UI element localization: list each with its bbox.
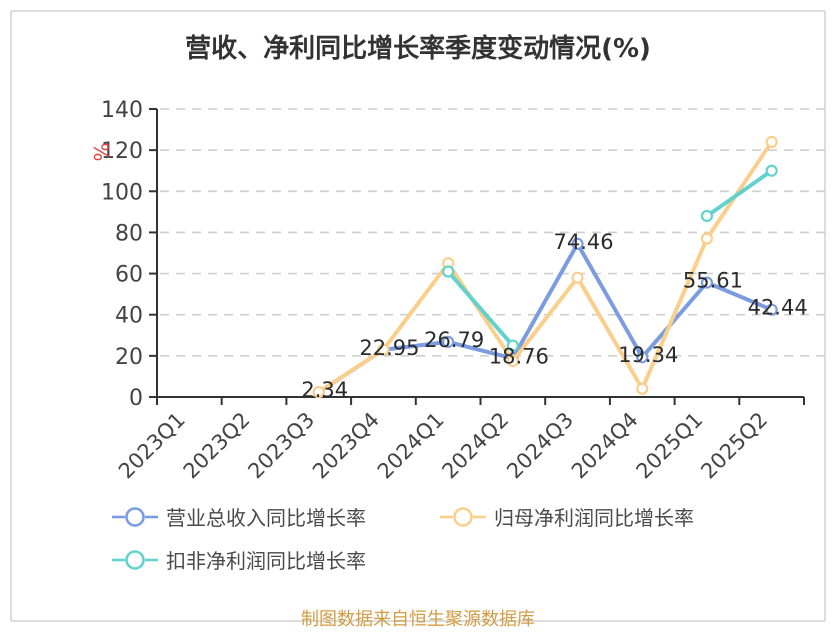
chart-title: 营收、净利同比增长率季度变动情况(%) bbox=[185, 34, 651, 64]
data-point-label: 74.46 bbox=[553, 230, 613, 254]
y-tick-label: 120 bbox=[101, 139, 143, 164]
gridlines bbox=[160, 108, 832, 357]
data-point[interactable] bbox=[636, 351, 649, 364]
series-1 bbox=[312, 135, 778, 399]
y-tick-label: 80 bbox=[115, 221, 143, 246]
legend-item-revenue[interactable]: 营业总收入同比增长率 bbox=[112, 502, 440, 531]
chart-canvas: 020406080100120140%2023Q12023Q22023Q3202… bbox=[89, 98, 832, 484]
chart-card: 营收、净利同比增长率季度变动情况(%) 0 20 40 60 80 100 120 140% 2… bbox=[10, 10, 832, 630]
x-tick-label: 2024Q3 bbox=[502, 408, 578, 484]
y-tick-label: 0 bbox=[129, 386, 143, 411]
x-tick-label: 2025Q2 bbox=[696, 408, 772, 484]
data-point[interactable] bbox=[571, 237, 584, 250]
y-axis-unit: % bbox=[89, 142, 113, 161]
data-point[interactable] bbox=[765, 164, 778, 177]
y-tick-label: 100 bbox=[101, 180, 143, 205]
data-point[interactable] bbox=[765, 135, 778, 149]
x-tick-label: 2023Q4 bbox=[308, 408, 384, 484]
x-tick-label: 2023Q1 bbox=[114, 408, 190, 484]
legend-item-net-profit[interactable]: 归母净利润同比增长率 bbox=[440, 502, 694, 531]
line-marker-icon bbox=[440, 506, 486, 527]
x-tick-label: 2023Q3 bbox=[243, 408, 319, 484]
y-axis-labels: 0 20 40 60 80 100 120 140 bbox=[101, 98, 157, 411]
y-tick-label: 40 bbox=[115, 304, 143, 329]
axes bbox=[156, 109, 804, 398]
data-point[interactable] bbox=[765, 303, 778, 316]
data-point[interactable] bbox=[636, 382, 649, 395]
data-point-label: 18.76 bbox=[489, 344, 549, 368]
y-tick-label: 20 bbox=[115, 345, 143, 370]
data-point[interactable] bbox=[700, 276, 714, 289]
line-marker-icon bbox=[112, 549, 158, 570]
chart-legend: 营业总收入同比增长率 归母净利润同比增长率 扣非净利润同比增长率 bbox=[112, 502, 694, 574]
x-tick-label: 2024Q2 bbox=[437, 408, 513, 484]
data-point-label: 2.34 bbox=[301, 378, 348, 402]
legend-label: 扣非净利润同比增长率 bbox=[166, 549, 366, 573]
y-tick-label: 60 bbox=[115, 263, 143, 288]
data-point-label: 26.79 bbox=[424, 328, 484, 352]
data-point-label: 19.34 bbox=[618, 343, 678, 367]
data-point-label: 22.95 bbox=[359, 336, 419, 360]
line-marker-icon bbox=[112, 506, 158, 527]
legend-label: 归母净利润同比增长率 bbox=[494, 506, 694, 530]
data-point[interactable] bbox=[312, 385, 325, 399]
data-point[interactable] bbox=[442, 265, 455, 278]
x-axis-labels: 2023Q12023Q22023Q32023Q42024Q12024Q22024… bbox=[114, 397, 805, 484]
data-point-label: 55.61 bbox=[683, 269, 743, 293]
data-point[interactable] bbox=[377, 343, 390, 356]
y-tick-label: 140 bbox=[101, 98, 143, 123]
series-2 bbox=[442, 164, 778, 352]
x-tick-label: 2024Q4 bbox=[567, 408, 643, 484]
data-point[interactable] bbox=[700, 232, 714, 245]
legend-item-deducted-profit[interactable]: 扣非净利润同比增长率 bbox=[112, 545, 440, 574]
data-point[interactable] bbox=[506, 339, 519, 352]
legend-label: 营业总收入同比增长率 bbox=[166, 506, 366, 530]
data-point[interactable] bbox=[700, 209, 714, 223]
x-tick-label: 2025Q1 bbox=[632, 408, 708, 484]
data-point-label: 42.44 bbox=[748, 296, 808, 320]
data-point[interactable] bbox=[571, 271, 584, 284]
data-source-note: 制图数据来自恒生聚源数据库 bbox=[301, 609, 535, 630]
x-tick-label: 2023Q2 bbox=[179, 408, 255, 484]
x-tick-label: 2024Q1 bbox=[373, 408, 449, 484]
data-point[interactable] bbox=[506, 354, 519, 368]
data-point[interactable] bbox=[442, 335, 455, 348]
